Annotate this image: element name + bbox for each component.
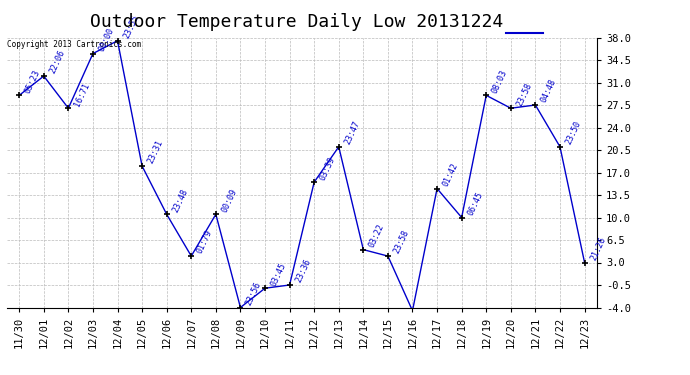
Text: Outdoor Temperature Daily Low 20131224: Outdoor Temperature Daily Low 20131224 <box>90 13 503 31</box>
Text: 05:23: 05:23 <box>23 68 42 94</box>
Text: 23:48: 23:48 <box>171 187 190 213</box>
Text: 23:58: 23:58 <box>515 81 533 107</box>
Text: 03:45: 03:45 <box>269 261 288 287</box>
Text: 01:79: 01:79 <box>195 229 214 255</box>
Text: 05:22: 05:22 <box>0 374 1 375</box>
Text: 23:56: 23:56 <box>244 280 264 307</box>
Text: 23:36: 23:36 <box>294 258 313 284</box>
Text: 16:71: 16:71 <box>72 81 91 107</box>
Text: 06:45: 06:45 <box>466 190 484 217</box>
Text: 00:09: 00:09 <box>220 187 239 213</box>
Text: 01:42: 01:42 <box>441 161 460 188</box>
Text: 23:58: 23:58 <box>392 229 411 255</box>
Text: 03:39: 03:39 <box>318 155 337 182</box>
Text: Temperature (°F): Temperature (°F) <box>553 28 653 38</box>
Text: Copyright 2013 Cartronics.com: Copyright 2013 Cartronics.com <box>8 40 141 49</box>
Text: 23:47: 23:47 <box>343 120 362 146</box>
Text: 08:03: 08:03 <box>491 68 509 94</box>
Text: 21:26: 21:26 <box>589 235 607 262</box>
Text: 00:00: 00:00 <box>97 26 116 53</box>
Text: 23:50: 23:50 <box>564 120 583 146</box>
Text: 22:06: 22:06 <box>48 49 67 75</box>
Text: 03:22: 03:22 <box>368 222 386 249</box>
Text: 23:55: 23:55 <box>121 13 140 40</box>
Text: 23:31: 23:31 <box>146 139 165 165</box>
Text: 04:48: 04:48 <box>540 78 558 104</box>
